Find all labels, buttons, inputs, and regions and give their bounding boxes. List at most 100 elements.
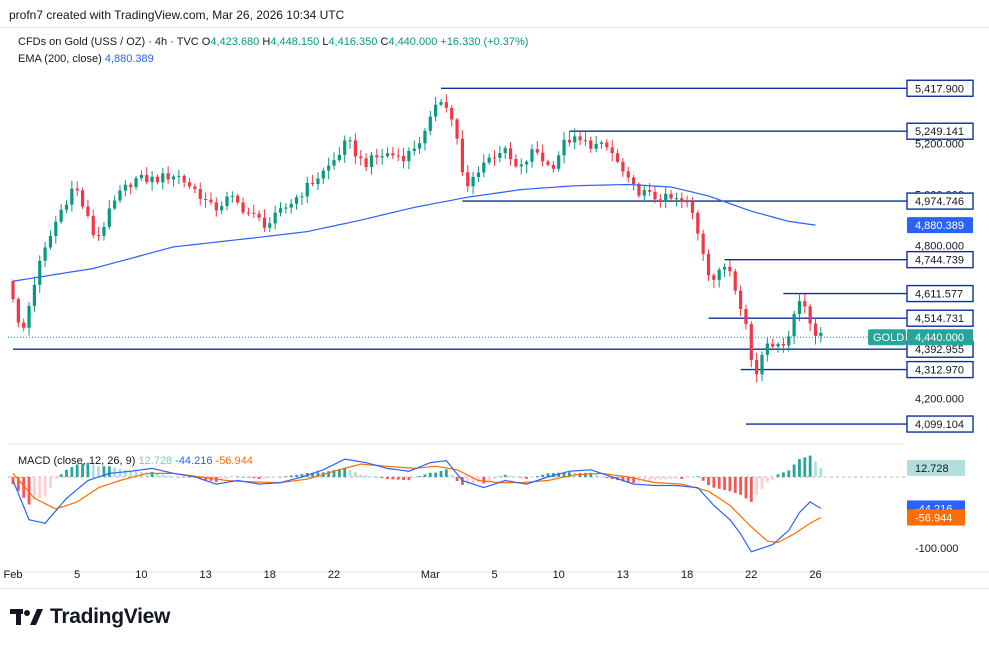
macd-histogram-bar: [755, 476, 759, 496]
candle-body: [717, 269, 721, 280]
price-chart[interactable]: 5,200.0005,000.0004,800.0004,200.0004,88…: [0, 0, 989, 590]
price-tick-label: 4,200.000: [915, 393, 964, 405]
level-tag-label: 4,514.731: [915, 313, 964, 325]
macd-histogram-bar: [482, 476, 486, 484]
macd-histogram-bar: [808, 455, 812, 477]
macd-histogram-bar: [444, 469, 448, 477]
macd-histogram-bar: [471, 476, 475, 484]
macd-histogram-bar: [691, 476, 694, 478]
candle-body: [567, 139, 571, 143]
macd-histogram-bar: [263, 476, 266, 479]
macd-histogram-bar: [177, 476, 181, 478]
time-tick-label: 26: [809, 569, 821, 581]
macd-histogram-bar: [198, 476, 202, 479]
candle-body: [696, 212, 700, 234]
candle-body: [787, 336, 791, 346]
candle-body: [722, 266, 727, 270]
candle-body: [107, 208, 111, 227]
macd-histogram-bar: [375, 476, 379, 478]
symbol-name: CFDs on Gold (USS / OZ) · 4h · TVC: [18, 36, 199, 48]
macd-histogram-bar: [380, 476, 384, 479]
macd-histogram-bar: [621, 476, 625, 482]
candle-body: [268, 223, 272, 228]
symbol-legend[interactable]: CFDs on Gold (USS / OZ) · 4h · TVC O4,42…: [18, 36, 528, 48]
candle-body: [64, 204, 69, 210]
candle-body: [610, 147, 614, 154]
macd-histogram-bar: [161, 474, 165, 477]
candle-body: [653, 191, 657, 200]
macd-histogram-bar: [765, 476, 769, 483]
macd-histogram-bar: [279, 476, 282, 478]
macd-histogram-bar: [220, 476, 224, 481]
candle-body: [27, 305, 31, 328]
tradingview-logo-icon: [10, 609, 43, 625]
level-tag: [906, 360, 974, 379]
candle-body: [11, 281, 15, 300]
candle-body: [476, 172, 481, 177]
candle-body: [514, 159, 518, 167]
candle-body: [615, 153, 620, 162]
macd-histogram-bar: [16, 476, 20, 491]
macd-legend[interactable]: MACD (close, 12, 26, 9) 12.728 -44.216 -…: [18, 455, 253, 467]
macd-histogram-bar: [386, 476, 389, 480]
candle-body: [444, 102, 448, 108]
macd-histogram-bar: [749, 476, 753, 502]
macd-histogram-bar: [733, 476, 737, 493]
time-tick-label: Mar: [421, 569, 440, 581]
macd-histogram-bar: [81, 463, 84, 477]
candle-body: [236, 195, 240, 203]
candle-body: [375, 155, 379, 158]
macd-histogram-bar: [327, 471, 331, 477]
candle-body: [262, 217, 267, 228]
candle-body: [450, 107, 454, 120]
macd-histogram-bar: [723, 476, 726, 490]
candle-body: [284, 207, 288, 209]
candle-body: [819, 332, 823, 336]
macd-histogram-bar: [707, 476, 710, 486]
ema-legend[interactable]: EMA (200, close) 4,880.389: [18, 53, 154, 65]
macd-histogram-bar: [343, 467, 347, 477]
macd-histogram-bar: [284, 476, 288, 477]
macd-signal-value: -56.944: [215, 455, 253, 467]
macd-histogram-bar: [610, 476, 614, 480]
candle-body: [193, 186, 197, 190]
macd-histogram-bar: [49, 476, 52, 488]
macd-histogram-bar: [225, 476, 229, 479]
macd-histogram-bar: [166, 475, 170, 477]
macd-signal-tag-label: -56.944: [915, 513, 952, 525]
macd-histogram-bar: [230, 476, 234, 478]
level-tag-label: 5,417.900: [915, 83, 964, 95]
candle-body: [712, 275, 716, 280]
macd-histogram-bar: [455, 476, 459, 481]
candle-body: [471, 176, 475, 187]
candle-body: [102, 226, 106, 236]
time-tick-label: 22: [328, 569, 340, 581]
ohlc-high-label: H: [262, 36, 271, 48]
price-axis[interactable]: 5,200.0005,000.0004,800.0004,200.0004,88…: [868, 79, 974, 555]
candle-body: [187, 182, 192, 187]
ohlc-open: 4,423.680: [210, 36, 260, 48]
macd-histogram-bar: [252, 476, 256, 479]
candle-body: [535, 149, 539, 153]
candle-body: [434, 104, 438, 117]
macd-histogram-bar: [172, 476, 175, 478]
macd-histogram-bar: [675, 476, 678, 479]
candle-body: [637, 184, 641, 196]
level-tag-label: 4,312.970: [915, 365, 964, 377]
candle-body: [498, 153, 502, 158]
candle-body: [599, 142, 604, 144]
candle-body: [391, 153, 395, 156]
macd-histogram-bar: [787, 470, 791, 477]
ohlc-open-label: O: [201, 36, 211, 48]
time-axis[interactable]: Feb 5 10 13 18 22 Mar 5 10 13 18 22 26: [4, 569, 822, 581]
candle-body: [161, 173, 165, 183]
macd-histogram-bar: [370, 476, 373, 477]
ema-label: EMA (200, close): [18, 53, 102, 65]
candle-body: [38, 260, 42, 285]
candle-body: [332, 160, 336, 166]
macd-histogram-bar: [792, 464, 796, 477]
macd-histogram-bar: [396, 476, 400, 480]
macd-histogram-bar: [33, 476, 36, 500]
candle-body: [594, 143, 598, 149]
candle-body: [439, 102, 443, 105]
